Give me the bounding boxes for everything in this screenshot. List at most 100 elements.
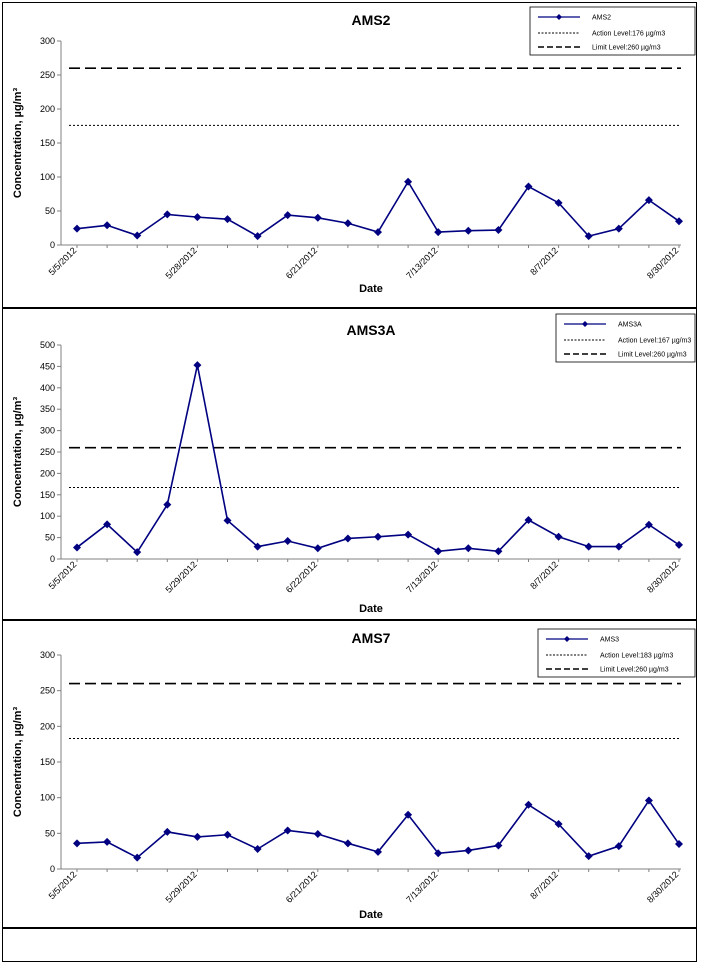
y-tick-label: 500 — [40, 340, 55, 350]
chart-title: AMS7 — [352, 630, 391, 646]
x-tick-label: 5/28/2012 — [163, 245, 198, 280]
data-point — [464, 226, 473, 235]
chart-panel-ams2: AMS2 0 50 100 150 200 250 300 5/5/2012 5/28/2012 6… — [2, 2, 697, 308]
data-point — [103, 221, 112, 230]
data-point — [524, 516, 533, 525]
data-point — [524, 182, 533, 191]
y-tick-label: 350 — [40, 404, 55, 414]
y-tick-label: 50 — [45, 828, 55, 838]
data-point — [133, 548, 142, 557]
y-tick-label: 100 — [40, 172, 55, 182]
x-tick-label: 6/22/2012 — [284, 559, 319, 594]
data-point — [404, 177, 413, 186]
data-point — [614, 542, 623, 551]
legend-box — [555, 313, 696, 363]
data-point — [133, 853, 142, 862]
data-point — [193, 361, 202, 370]
data-point — [374, 847, 382, 856]
chart-panel-ams7: AMS7 0 50 100 150 200 250 300 5/5/2012 5/29/2012 6… — [2, 620, 697, 928]
data-point — [163, 827, 172, 836]
y-tick-label: 150 — [40, 138, 55, 148]
legend-series-marker — [556, 14, 562, 20]
x-tick-label: 6/21/2012 — [284, 869, 319, 904]
data-point — [554, 198, 563, 207]
data-point — [343, 534, 352, 543]
data-point — [223, 830, 232, 839]
data-point — [644, 196, 653, 205]
data-point — [73, 543, 81, 552]
data-point — [554, 820, 563, 829]
y-tick-label: 50 — [45, 206, 55, 216]
data-point — [404, 810, 413, 819]
data-point — [675, 540, 683, 549]
data-point — [103, 837, 112, 846]
chart-title: AMS2 — [352, 12, 391, 28]
x-tick-label: 7/13/2012 — [404, 559, 439, 594]
legend-series-marker — [564, 636, 570, 642]
y-axis-title: Concentration, µg/m³ — [12, 88, 24, 199]
legend-action-label: Action Level:167 µg/m3 — [618, 338, 691, 345]
y-tick-label: 100 — [40, 793, 55, 803]
chart-ams3a: AMS3A 0 50 100 150 200 250 300 350 400 450 500 5/5/2… — [12, 313, 696, 615]
x-tick-label: 7/13/2012 — [404, 245, 439, 280]
data-point — [283, 826, 292, 835]
data-point — [464, 544, 473, 553]
x-axis-title: Date — [359, 909, 383, 921]
data-point — [404, 530, 413, 539]
y-tick-label: 300 — [40, 36, 55, 46]
y-tick-label: 150 — [40, 757, 55, 767]
data-point — [614, 224, 623, 233]
legend-action-label: Action Level:183 µg/m3 — [600, 653, 673, 660]
data-point — [313, 544, 322, 553]
data-point — [223, 215, 232, 224]
x-tick-label: 5/5/2012 — [47, 245, 79, 277]
y-tick-label: 50 — [45, 533, 55, 543]
y-tick-label: 0 — [50, 240, 55, 250]
data-point — [283, 211, 292, 220]
legend-limit-label: Limit Level:260 µg/m3 — [618, 352, 687, 359]
data-point — [434, 547, 443, 556]
y-tick-label: 200 — [40, 468, 55, 478]
y-tick-label: 300 — [40, 426, 55, 436]
x-tick-label: 8/7/2012 — [528, 869, 560, 901]
data-point — [133, 231, 142, 240]
x-tick-label: 7/13/2012 — [404, 869, 439, 904]
y-tick-label: 100 — [40, 511, 55, 521]
legend-limit-label: Limit Level:260 µg/m3 — [592, 45, 661, 52]
legend-limit-label: Limit Level:260 µg/m3 — [600, 667, 669, 674]
data-point — [614, 842, 623, 851]
x-tick-label: 5/29/2012 — [163, 559, 198, 594]
legend-series-label: AMS3 — [600, 637, 619, 644]
chart-ams2: AMS2 0 50 100 150 200 250 300 5/5/2012 5/28/2012 6… — [12, 6, 696, 295]
data-point — [374, 228, 382, 237]
data-point — [313, 213, 322, 222]
chart-title: AMS3A — [346, 322, 395, 338]
y-tick-label: 300 — [40, 650, 55, 660]
data-point — [434, 849, 443, 858]
data-point — [584, 542, 593, 551]
x-tick-label: 8/30/2012 — [645, 245, 680, 280]
data-point — [434, 228, 443, 237]
y-tick-label: 0 — [50, 864, 55, 874]
data-point — [464, 846, 473, 855]
data-point — [283, 537, 292, 546]
chart-ams7: AMS7 0 50 100 150 200 250 300 5/5/2012 5/29/2012 6… — [12, 628, 696, 921]
data-point — [374, 532, 382, 541]
data-point — [494, 841, 503, 850]
legend-action-label: Action Level:176 µg/m3 — [592, 31, 665, 38]
legend-series-marker — [582, 321, 588, 327]
data-point — [644, 796, 653, 805]
y-tick-label: 200 — [40, 104, 55, 114]
data-point — [584, 852, 593, 861]
empty-footer-box — [2, 928, 697, 962]
data-point — [644, 520, 653, 529]
data-point — [253, 542, 262, 551]
y-tick-label: 0 — [50, 554, 55, 564]
data-point — [223, 516, 232, 525]
data-point — [73, 839, 81, 848]
y-tick-label: 250 — [40, 686, 55, 696]
data-point — [494, 547, 503, 556]
data-point — [343, 219, 352, 228]
x-axis-title: Date — [359, 283, 383, 295]
data-point — [584, 232, 593, 241]
